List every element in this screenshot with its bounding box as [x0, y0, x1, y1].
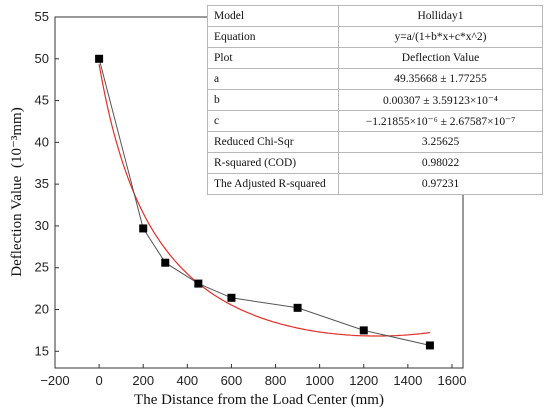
y-tick-label: 20 [35, 302, 49, 317]
fit-table-row: R-squared (COD) 0.98022 [207, 152, 543, 174]
x-tick-label: 800 [265, 373, 287, 388]
y-axis-title-text: Deflection Value [9, 175, 25, 276]
fit-table-value: 3.25625 [338, 131, 543, 153]
fit-table-row: Model Holliday1 [207, 5, 543, 27]
data-point-marker [139, 224, 148, 233]
fit-table-row: a 49.35668 ± 1.77255 [207, 68, 543, 90]
fit-parameters-body: Model Holliday1 Equation y=a/(1+b*x+c*x^2) P… [207, 5, 543, 195]
fit-table-value: 0.00307 ± 3.59123×10⁻⁴ [338, 89, 543, 111]
fit-table-row: The Adjusted R-squared 0.97231 [207, 173, 543, 195]
y-tick-label: 25 [35, 260, 49, 275]
fit-table-value: Deflection Value [338, 47, 543, 69]
x-tick-label: 1000 [305, 373, 334, 388]
x-tick-label: −200 [40, 373, 69, 388]
fit-parameters-table: Model Holliday1 Equation y=a/(1+b*x+c*x^2) P… [207, 5, 543, 195]
fit-table-key: Plot [207, 47, 339, 69]
fit-table-row: Equation y=a/(1+b*x+c*x^2) [207, 26, 543, 48]
fit-curve [98, 64, 430, 337]
fit-table-value: Holliday1 [338, 5, 543, 27]
y-axis-title-unit: (10⁻³mm) [9, 107, 25, 168]
y-tick-label: 55 [35, 9, 49, 24]
x-tick-label: 0 [95, 373, 102, 388]
fit-table-row: Plot Deflection Value [207, 47, 543, 69]
fit-table-key: Reduced Chi-Sqr [207, 131, 339, 153]
x-tick-label: 600 [221, 373, 243, 388]
fit-table-row: Reduced Chi-Sqr 3.25625 [207, 131, 543, 153]
data-point-marker [359, 326, 368, 335]
y-axis: 15 20 25 30 35 40 45 50 55 [35, 9, 59, 358]
data-point-marker [227, 293, 236, 302]
x-axis: −200 0 200 400 600 800 1000 1200 1400 1600 [40, 364, 466, 388]
data-point-marker [194, 279, 203, 288]
x-tick-label: 1600 [438, 373, 467, 388]
fit-table-value: 0.98022 [338, 152, 543, 174]
fit-table-value: y=a/(1+b*x+c*x^2) [338, 26, 543, 48]
fit-table-key: The Adjusted R-squared [207, 173, 339, 195]
data-point-marker [161, 258, 170, 267]
y-tick-label: 30 [35, 218, 49, 233]
fit-table-key: Model [207, 5, 339, 27]
y-tick-label: 40 [35, 134, 49, 149]
fit-table-key: a [207, 68, 339, 90]
y-tick-label: 35 [35, 176, 49, 191]
fit-table-key: b [207, 89, 339, 111]
fit-table-row: b 0.00307 ± 3.59123×10⁻⁴ [207, 89, 543, 111]
fit-table-key: Equation [207, 26, 339, 48]
x-tick-label: 1200 [349, 373, 378, 388]
fit-table-row: c −1.21855×10⁻⁶ ± 2.67587×10⁻⁷ [207, 110, 543, 132]
data-point-marker [95, 54, 104, 63]
x-axis-title: The Distance from the Load Center (mm) [134, 392, 384, 408]
fit-table-value: 0.97231 [338, 173, 543, 195]
fit-table-value: 49.35668 ± 1.77255 [338, 68, 543, 90]
data-point-marker [425, 341, 434, 350]
x-tick-label: 200 [132, 373, 154, 388]
fit-table-key: c [207, 110, 339, 132]
data-point-marker [293, 303, 302, 312]
fit-table-key: R-squared (COD) [207, 152, 339, 174]
y-axis-title: Deflection Value (10⁻³mm) [9, 107, 25, 276]
y-tick-label: 15 [35, 343, 49, 358]
fit-curve-layer [98, 64, 430, 337]
x-tick-label: 1400 [393, 373, 422, 388]
x-tick-label: 400 [176, 373, 198, 388]
data-series-layer [95, 54, 434, 350]
fit-table-value: −1.21855×10⁻⁶ ± 2.67587×10⁻⁷ [338, 110, 543, 132]
y-tick-label: 45 [35, 93, 49, 108]
y-tick-label: 50 [35, 51, 49, 66]
data-series-line [98, 58, 431, 346]
